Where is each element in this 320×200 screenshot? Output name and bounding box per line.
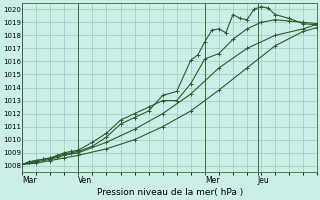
X-axis label: Pression niveau de la mer( hPa ): Pression niveau de la mer( hPa ) — [97, 188, 243, 197]
